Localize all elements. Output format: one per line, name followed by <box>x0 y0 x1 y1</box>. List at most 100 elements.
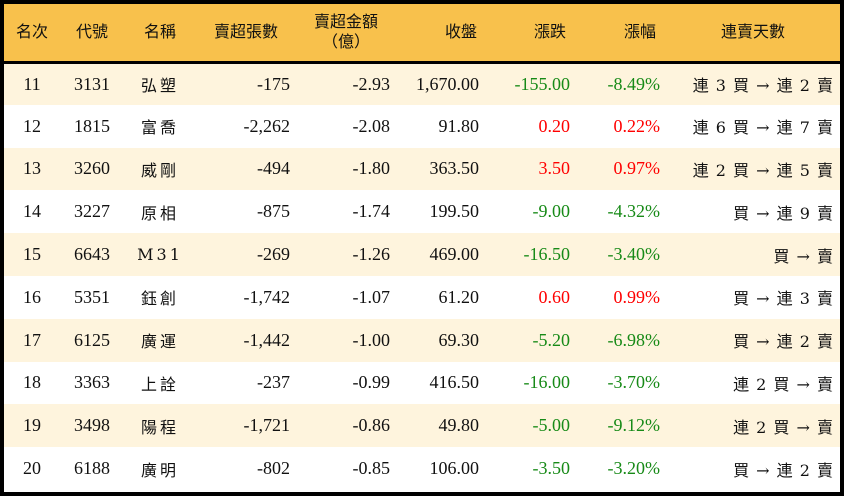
change-cell: -5.00 <box>532 415 571 436</box>
close-cell: 363.50 <box>429 158 480 179</box>
rank-cell: 11 <box>23 73 41 94</box>
change-cell: -3.50 <box>532 458 571 479</box>
table-row[interactable]: 16 5351 鈺創 -1,742 -1.07 61.20 0.60 0.99% 買 → 連 3… <box>4 276 840 319</box>
net-sell-ranking-table: 名次 代號 名稱 賣超張數 賣超金額 （億） 收盤 漲跌 漲幅 連賣天數 11 31… <box>4 4 840 490</box>
change-cell: -16.50 <box>523 244 571 265</box>
header-sell-amount: 賣超金額 （億） <box>296 4 396 62</box>
name-cell: 原相 <box>140 203 179 223</box>
sell-sheets-cell: -875 <box>257 201 290 222</box>
table-row[interactable]: 18 3363 上詮 -237 -0.99 416.50 -16.00 -3.70% 連 2 買… <box>4 362 840 405</box>
close-cell: 49.80 <box>438 415 480 436</box>
sell-amount-cell: -1.07 <box>352 286 391 307</box>
code-cell: 6643 <box>74 244 110 265</box>
change-pct-cell: -9.12% <box>607 415 661 436</box>
table-row[interactable]: 14 3227 原相 -875 -1.74 199.50 -9.00 -4.32% 買 → 連 … <box>4 190 840 233</box>
sell-sheets-cell: -1,742 <box>243 286 291 307</box>
code-cell: 6188 <box>74 458 110 479</box>
name-cell: 威剛 <box>140 160 179 180</box>
name-cell: 上詮 <box>140 374 179 394</box>
streak-cell: 連 3 買 → 連 2 賣 <box>692 76 834 96</box>
close-cell: 69.30 <box>438 329 480 350</box>
code-cell: 3498 <box>74 415 110 436</box>
sell-sheets-cell: -2,262 <box>243 115 291 136</box>
change-pct-cell: -3.70% <box>607 372 661 393</box>
change-cell: -9.00 <box>532 201 571 222</box>
rank-cell: 14 <box>23 201 41 222</box>
change-pct-cell: -3.20% <box>607 458 661 479</box>
rank-cell: 20 <box>23 458 41 479</box>
close-cell: 469.00 <box>429 244 480 265</box>
sell-amount-cell: -1.26 <box>352 244 391 265</box>
sell-sheets-cell: -1,721 <box>243 415 291 436</box>
rank-cell: 15 <box>23 244 41 265</box>
code-cell: 1815 <box>74 115 110 136</box>
rank-cell: 12 <box>23 115 41 136</box>
table-row[interactable]: 13 3260 威剛 -494 -1.80 363.50 3.50 0.97% 連 2 買 → … <box>4 147 840 191</box>
sell-sheets-cell: -1,442 <box>243 329 291 350</box>
name-cell: 廣運 <box>140 332 179 352</box>
rank-cell: 19 <box>23 415 41 436</box>
close-cell: 91.80 <box>438 115 480 136</box>
sell-sheets-cell: -175 <box>257 73 290 94</box>
change-cell: -155.00 <box>514 73 571 94</box>
change-pct-cell: 0.99% <box>613 286 661 307</box>
header-change-pct: 漲幅 <box>623 22 656 42</box>
streak-cell: 連 2 買 → 連 5 賣 <box>692 160 834 180</box>
sell-amount-cell: -1.74 <box>352 201 391 222</box>
table-row[interactable]: 15 6643 M31 -269 -1.26 469.00 -16.50 -3.40% 買 → … <box>4 233 840 276</box>
sell-sheets-cell: -269 <box>257 244 290 265</box>
sell-amount-cell: -1.80 <box>352 158 391 179</box>
code-cell: 5351 <box>74 286 110 307</box>
header-change: 漲跌 <box>533 22 566 42</box>
sell-amount-cell: -0.85 <box>352 458 391 479</box>
name-cell: 弘塑 <box>140 76 179 96</box>
name-cell: 富喬 <box>140 118 179 138</box>
sell-sheets-cell: -494 <box>257 158 290 179</box>
sell-amount-cell: -2.08 <box>352 115 391 136</box>
rank-cell: 17 <box>23 329 41 350</box>
change-pct-cell: -8.49% <box>607 73 661 94</box>
close-cell: 1,670.00 <box>416 73 479 94</box>
code-cell: 3227 <box>74 201 110 222</box>
table-row[interactable]: 11 3131 弘塑 -175 -2.93 1,670.00 -155.00 -8.49% 連 … <box>4 62 840 105</box>
header-sell-amount-label: 賣超金額 <box>313 12 378 32</box>
name-cell: 陽程 <box>140 417 179 437</box>
streak-cell: 買 → 賣 <box>773 246 834 266</box>
streak-cell: 買 → 連 9 賣 <box>733 203 834 223</box>
sell-sheets-cell: -237 <box>257 372 290 393</box>
code-cell: 3363 <box>74 372 110 393</box>
header-rank: 名次 <box>15 22 48 42</box>
table-header-row: 名次 代號 名稱 賣超張數 賣超金額 （億） 收盤 漲跌 漲幅 連賣天數 <box>4 4 840 62</box>
header-sell-amount-unit: （億） <box>321 32 370 52</box>
sell-amount-cell: -1.00 <box>352 329 391 350</box>
name-cell: 廣明 <box>140 460 179 480</box>
streak-cell: 連 2 買 → 賣 <box>733 374 834 394</box>
code-cell: 6125 <box>74 329 110 350</box>
header-name: 名稱 <box>143 22 176 42</box>
change-pct-cell: -4.32% <box>607 201 661 222</box>
rank-cell: 16 <box>23 286 41 307</box>
streak-cell: 買 → 連 2 賣 <box>733 460 834 480</box>
change-pct-cell: 0.97% <box>613 158 661 179</box>
header-streak: 連賣天數 <box>720 22 785 42</box>
close-cell: 61.20 <box>438 286 480 307</box>
table-row[interactable]: 12 1815 富喬 -2,262 -2.08 91.80 0.20 0.22% 連 6 買 →… <box>4 105 840 148</box>
sell-amount-cell: -2.93 <box>352 73 391 94</box>
close-cell: 106.00 <box>429 458 480 479</box>
table-row[interactable]: 19 3498 陽程 -1,721 -0.86 49.80 -5.00 -9.12% 連 2 買… <box>4 404 840 448</box>
change-cell: 3.50 <box>538 158 571 179</box>
streak-cell: 連 2 買 → 賣 <box>733 417 834 437</box>
change-cell: -5.20 <box>532 329 571 350</box>
net-sell-ranking-table-panel: 名次 代號 名稱 賣超張數 賣超金額 （億） 收盤 漲跌 漲幅 連賣天數 11 31… <box>4 4 840 492</box>
table-row[interactable]: 20 6188 廣明 -802 -0.85 106.00 -3.50 -3.20% 買 → 連 … <box>4 447 840 490</box>
header-sell-sheets: 賣超張數 <box>213 22 278 42</box>
table-row[interactable]: 17 6125 廣運 -1,442 -1.00 69.30 -5.20 -6.98% 買 → 連… <box>4 318 840 362</box>
change-cell: 0.60 <box>538 286 571 307</box>
code-cell: 3260 <box>74 158 110 179</box>
streak-cell: 買 → 連 2 賣 <box>733 332 834 352</box>
change-pct-cell: -3.40% <box>607 244 661 265</box>
sell-sheets-cell: -802 <box>257 458 290 479</box>
change-cell: 0.20 <box>538 115 571 136</box>
close-cell: 416.50 <box>429 372 480 393</box>
name-cell: 鈺創 <box>140 289 179 309</box>
